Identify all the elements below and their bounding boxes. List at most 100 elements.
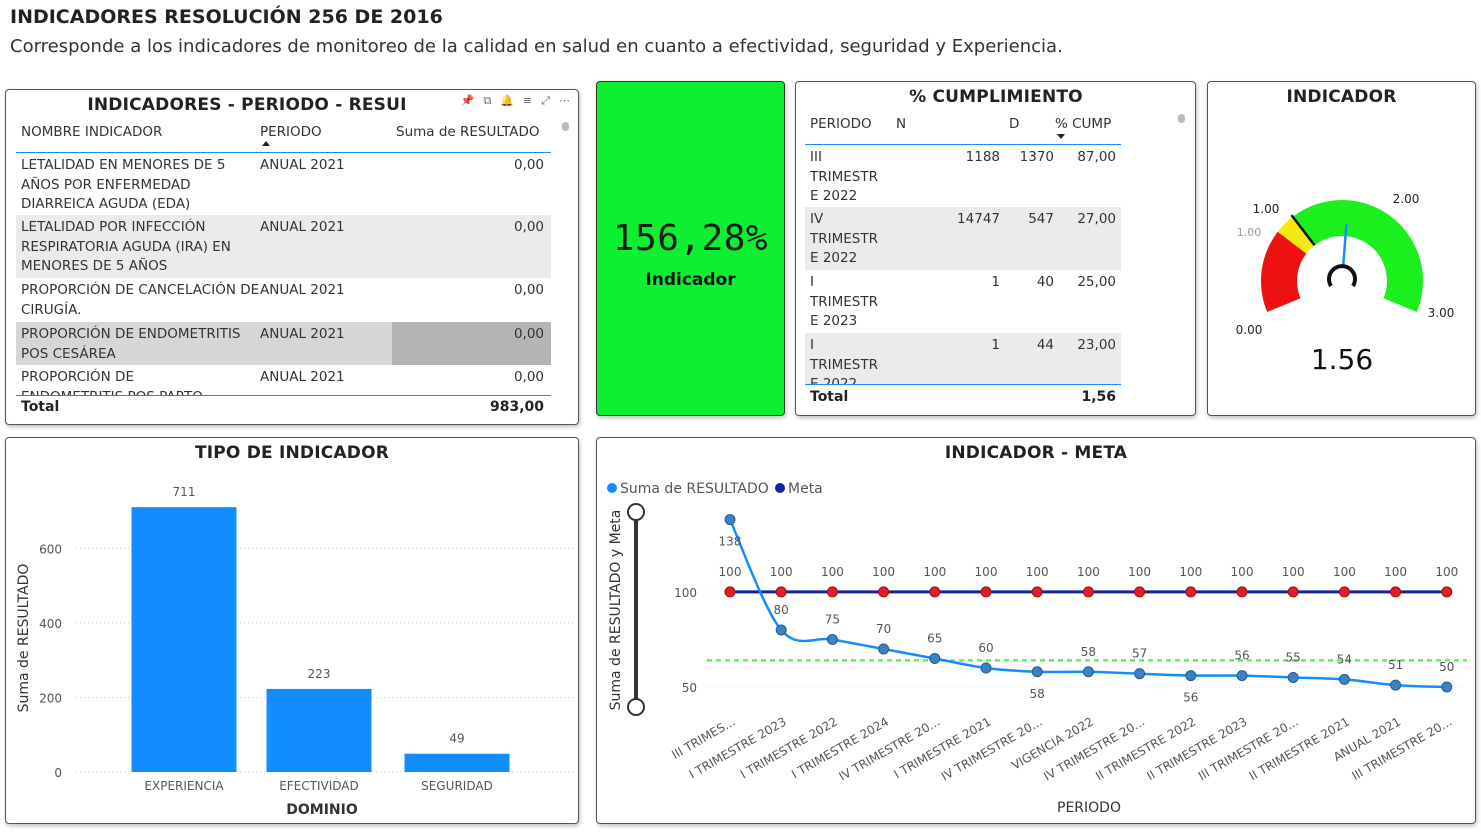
col-header-n[interactable]: N <box>896 116 907 132</box>
col-header-periodo[interactable]: PERIODO <box>810 116 872 132</box>
legend-marker-resultado <box>607 483 617 493</box>
resultado-data-label: 70 <box>876 622 891 636</box>
resultado-point[interactable] <box>980 662 992 674</box>
kpi-card: 156,28% Indicador <box>596 81 785 416</box>
meta-point[interactable] <box>929 586 941 598</box>
col-header-resultado[interactable]: Suma de RESULTADO <box>396 124 540 140</box>
col-header-nombre[interactable]: NOMBRE INDICADOR <box>21 124 163 140</box>
cell-n: 14747 <box>957 211 1000 227</box>
cell-periodo: III TRIMESTR E 2022 <box>810 149 878 204</box>
meta-point[interactable] <box>1236 586 1248 598</box>
legend-label-meta[interactable]: Meta <box>788 481 823 497</box>
resultado-data-label: 58 <box>1081 645 1096 659</box>
col-header-cump[interactable]: % CUMP <box>1055 116 1112 132</box>
meta-point[interactable] <box>1134 586 1146 598</box>
table-row[interactable]: PROPORCIÓN DE CANCELACIÓN DE CIRUGÍA. AN… <box>16 278 551 322</box>
meta-point[interactable] <box>980 586 992 598</box>
resultado-point[interactable] <box>1236 670 1248 682</box>
focus-mode-icon[interactable]: ⤢ <box>541 94 550 107</box>
cumplimiento-table-card: % CUMPLIMIENTO PERIODO N D % CUMP III TRI… <box>795 81 1196 416</box>
table-row[interactable]: LETALIDAD POR INFECCIÓN RESPIRATORIA AGU… <box>16 215 551 278</box>
table-row[interactable]: LETALIDAD EN MENORES DE 5 AÑOS POR ENFER… <box>16 153 551 215</box>
col-header-periodo[interactable]: PERIODO <box>260 124 322 140</box>
bar[interactable] <box>131 507 237 772</box>
resultado-point[interactable] <box>1031 666 1043 678</box>
total-value: 1,56 <box>1081 389 1116 405</box>
gauge-target-label: 1.00 <box>1237 226 1262 239</box>
resultado-point[interactable] <box>1134 668 1146 680</box>
cell-d: 547 <box>1028 211 1054 227</box>
meta-point[interactable] <box>1082 586 1094 598</box>
meta-point[interactable] <box>775 586 787 598</box>
indicators-table-title: INDICADORES - PERIODO - RESUI <box>87 95 407 115</box>
cell-periodo: I TRIMESTR E 2023 <box>810 274 878 329</box>
table-row-selected[interactable]: PROPORCIÓN DE ENDOMETRITIS POS CESÁREA A… <box>16 322 551 365</box>
table-row[interactable]: I TRIMESTR E 2022 1 44 23,00 <box>805 333 1121 384</box>
cell-nombre: LETALIDAD POR INFECCIÓN RESPIRATORIA AGU… <box>21 219 231 274</box>
total-divider <box>805 384 1121 385</box>
cell-nombre: PROPORCIÓN DE ENDOMETRITIS POS CESÁREA <box>21 326 241 362</box>
table-row[interactable]: IV TRIMESTR E 2022 14747 547 27,00 <box>805 207 1121 270</box>
meta-data-label: 100 <box>1231 565 1254 579</box>
meta-point[interactable] <box>1031 586 1043 598</box>
bar-data-label: 49 <box>449 732 464 746</box>
meta-data-label: 100 <box>1026 565 1049 579</box>
cell-resultado: 0,00 <box>513 157 544 173</box>
meta-data-label: 100 <box>1435 565 1458 579</box>
legend-label-resultado[interactable]: Suma de RESULTADO <box>620 481 769 497</box>
resultado-point[interactable] <box>1287 671 1299 683</box>
resultado-data-label: 58 <box>1030 687 1045 701</box>
resultado-point[interactable] <box>1338 673 1350 685</box>
meta-point[interactable] <box>1390 586 1402 598</box>
gauge-label-1: 1.00 <box>1253 202 1280 216</box>
zoom-slider[interactable] <box>627 503 645 716</box>
resultado-point[interactable] <box>1185 670 1197 682</box>
copy-icon[interactable]: ⧉ <box>483 94 492 107</box>
resultado-point[interactable] <box>878 643 890 655</box>
resultado-point[interactable] <box>1441 681 1453 693</box>
table-row[interactable]: III TRIMESTR E 2022 1188 1370 87,00 <box>805 145 1121 207</box>
pin-icon[interactable]: 📌 <box>460 94 475 107</box>
meta-point[interactable] <box>878 586 890 598</box>
resultado-point[interactable] <box>775 624 787 636</box>
resultado-point[interactable] <box>929 652 941 664</box>
resultado-point[interactable] <box>1082 666 1094 678</box>
meta-point[interactable] <box>1338 586 1350 598</box>
gauge-value: 1.56 <box>1311 343 1373 376</box>
bar[interactable] <box>266 688 372 772</box>
sort-asc-icon <box>262 141 270 146</box>
cell-cump: 25,00 <box>1077 274 1116 290</box>
vertical-scrollbar[interactable] <box>1178 114 1185 123</box>
zoom-slider-top-handle[interactable] <box>627 503 645 521</box>
meta-data-label: 100 <box>1077 565 1100 579</box>
bar-chart: 0 200 400 600 711 EXPERIENCIA 223 EFECTIVIDAD 4… <box>16 485 574 818</box>
table-row[interactable]: I TRIMESTR E 2023 1 40 25,00 <box>805 270 1121 333</box>
meta-point[interactable] <box>1185 586 1197 598</box>
resultado-point[interactable] <box>1390 679 1402 691</box>
resultado-data-label: 51 <box>1388 658 1403 672</box>
gauge-title: INDICADOR <box>1286 87 1397 107</box>
bar[interactable] <box>404 753 510 772</box>
meta-point[interactable] <box>724 586 736 598</box>
cell-d: 40 <box>1036 274 1054 290</box>
resultado-point[interactable] <box>826 633 838 645</box>
meta-point[interactable] <box>1441 586 1453 598</box>
cell-nombre: PROPORCIÓN DE ENDOMETRITIS POS PARTO <box>21 369 203 395</box>
filter-icon[interactable]: ≡ <box>522 94 533 107</box>
col-header-d[interactable]: D <box>1009 116 1020 132</box>
gauge-svg: 0.00 3.00 1.00 2.00 1.00 1.56 <box>1236 192 1455 376</box>
zoom-slider-bottom-handle[interactable] <box>627 698 645 716</box>
cell-periodo: ANUAL 2021 <box>260 157 345 173</box>
meta-point[interactable] <box>1287 586 1299 598</box>
resultado-data-label: 55 <box>1286 650 1301 664</box>
meta-point[interactable] <box>826 586 838 598</box>
line-chart-title: INDICADOR - META <box>944 443 1128 463</box>
table-row[interactable]: PROPORCIÓN DE ENDOMETRITIS POS PARTO ANU… <box>16 365 551 395</box>
more-options-icon[interactable]: ⋯ <box>559 94 570 107</box>
cell-n: 1188 <box>965 149 1000 165</box>
resultado-point[interactable] <box>724 514 736 526</box>
meta-data-label: 100 <box>975 565 998 579</box>
bell-icon[interactable]: 🔔 <box>500 94 514 107</box>
meta-data-label: 100 <box>1128 565 1151 579</box>
vertical-scrollbar[interactable] <box>562 122 569 131</box>
